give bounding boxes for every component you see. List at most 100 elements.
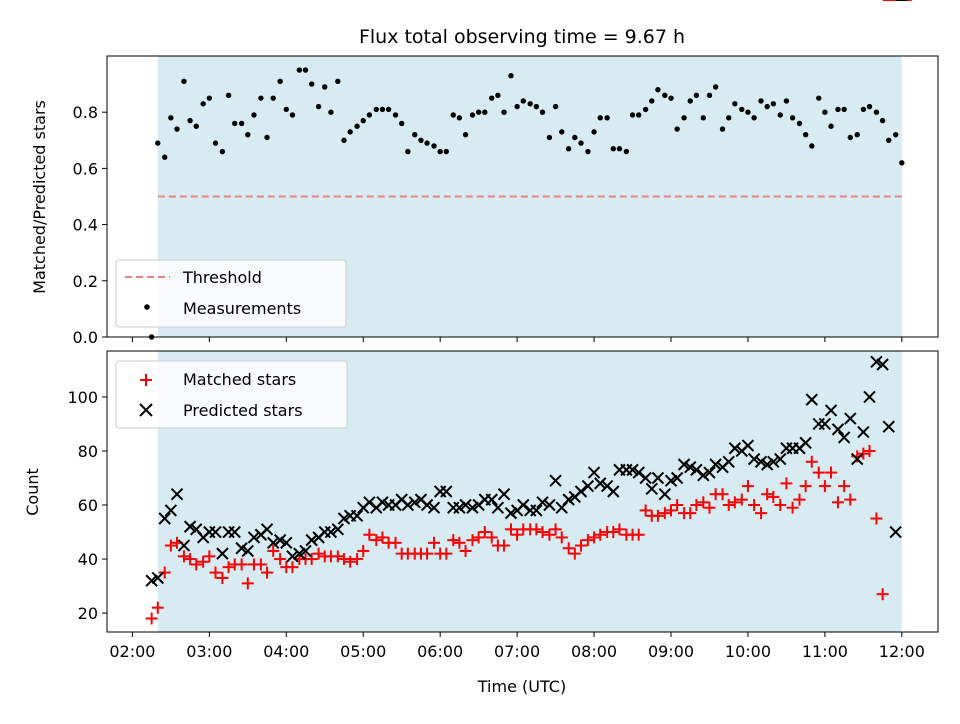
bottom-x-ticks: 02:00 03:00 04:00 05:00 06:00 07:00 08:00 09:00… [109,632,925,661]
matched-star-point [504,523,517,536]
predicted-star-point [299,544,312,558]
y-tick-label: 100 [67,388,98,407]
measurement-point [578,140,584,146]
measurement-point [777,112,783,118]
bottom-ylabel: Count [23,468,42,516]
legend-measurements-label: Measurements [183,299,301,318]
predicted-star-point [549,474,562,487]
y-tick-label: 0.2 [73,272,98,291]
predicted-star-point [774,452,787,466]
measurement-point [462,131,469,138]
x-tick-label: 03:00 [186,642,232,661]
predicted-star-point [408,496,421,509]
matched-star-point [197,555,210,568]
matched-star-point [158,566,171,579]
measurement-point [212,140,219,146]
measurement-point [360,117,366,124]
matched-star-point [216,571,229,584]
measurement-point [559,129,565,135]
matched-star-point [363,528,376,541]
predicted-star-point [863,390,876,404]
measurement-point [392,112,399,118]
predicted-star-point [151,571,164,585]
matched-star-point [799,480,812,493]
matched-star-point [190,558,203,571]
measurement-point [783,98,790,104]
measurement-point [174,126,180,132]
legend-measurements-swatch [144,304,150,310]
predicted-star-point [209,525,222,539]
measurement-point [866,103,873,110]
predicted-star-point [459,498,472,512]
predicted-star-point [594,477,607,490]
measurement-point [764,103,770,110]
matched-star-point [312,547,325,560]
measurement-point [424,140,430,146]
predicted-star-point [485,493,498,506]
predicted-star-point [754,455,768,468]
measurement-point [732,101,738,107]
predicted-star-point [517,498,530,512]
matched-star-point [331,550,344,563]
matched-star-point [568,547,581,560]
measurement-point [546,134,553,141]
predicted-star-point [658,487,672,501]
predicted-star-point [805,393,819,406]
chart-title: Flux total observing time = 9.67 h [359,26,685,48]
predicted-star-point [824,404,838,417]
matched-star-point [818,480,831,493]
predicted-star-point [760,458,774,471]
predicted-star-point [831,423,845,436]
predicted-star-point [305,533,318,547]
measurement-point [200,101,206,107]
matched-star-point [261,566,274,579]
predicted-star-point [228,525,241,539]
predicted-star-point [453,501,466,514]
x-tick-label: 08:00 [571,642,617,661]
predicted-star-point [728,442,742,455]
measurement-point [225,92,232,99]
predicted-star-point [216,547,229,560]
matched-star-point [543,528,556,541]
measurement-point [662,92,668,99]
predicted-star-point [491,501,505,514]
measurement-point [629,112,636,118]
predicted-star-point [684,460,697,474]
matched-star-point [274,553,287,566]
matched-star-point [472,531,485,544]
matched-star-point [741,480,754,493]
measurement-point [681,115,687,121]
matched-star-point [485,531,498,544]
measurement-point [258,95,264,101]
measurement-point [405,148,411,155]
matched-star-point [690,499,703,512]
predicted-star-point [466,501,479,514]
measurement-point [712,84,719,90]
y-tick-label: 0.8 [73,103,98,122]
matched-star-point [805,455,818,468]
predicted-star-point [235,542,248,555]
x-tick-label: 07:00 [494,642,540,661]
measurement-point [693,92,700,99]
matched-star-point [498,539,511,552]
matched-star-point [857,447,870,460]
matched-star-point [755,507,768,520]
matched-star-point [767,490,780,503]
predicted-star-point [241,544,255,558]
measurement-point [181,78,187,84]
predicted-star-point [331,523,345,536]
measurement-point [162,154,168,160]
measurement-point [847,134,853,141]
predicted-star-point [401,498,415,512]
predicted-star-point [703,466,716,479]
predicted-star-point [440,485,453,498]
predicted-star-point [677,458,691,471]
measurement-point [450,112,456,118]
y-tick-label: 0.4 [73,216,98,235]
measurement-point [597,115,603,121]
measurement-point [264,134,270,141]
measurement-point [706,92,713,99]
matched-stars-points [145,0,912,625]
bottom-axes-frame [106,350,939,633]
